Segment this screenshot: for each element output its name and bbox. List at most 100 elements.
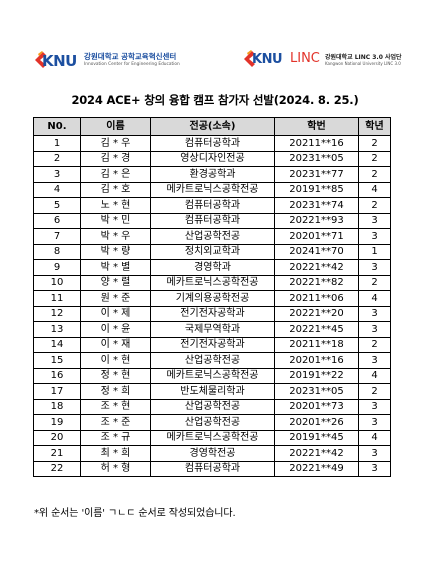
cell-year: 4	[358, 290, 391, 307]
column-header-student-id: 학번	[274, 117, 359, 136]
cell-major: 전기전자공학과	[150, 336, 275, 353]
cell-no: 7	[33, 228, 81, 245]
table-row: 12 이 * 제 전기전자공학과 20221**20 3	[33, 305, 391, 322]
cell-year: 3	[358, 414, 391, 431]
cell-major: 국제무역학과	[150, 321, 275, 338]
cell-year: 2	[358, 150, 391, 167]
center-logo-subtitle: Innovation Center for Engineering Educat…	[84, 62, 180, 67]
cell-year: 1	[358, 243, 391, 260]
cell-major: 기계의용공학전공	[150, 290, 275, 307]
cell-major: 경영학전공	[150, 445, 275, 462]
cell-student-id: 20211**18	[274, 336, 359, 353]
cell-name: 정 * 희	[80, 383, 151, 400]
cell-student-id: 20191**22	[274, 367, 359, 384]
cell-student-id: 20221**45	[274, 321, 359, 338]
cell-year: 4	[358, 367, 391, 384]
cell-major: 전기전자공학과	[150, 305, 275, 322]
cell-name: 김 * 우	[80, 135, 151, 152]
cell-name: 이 * 제	[80, 305, 151, 322]
cell-student-id: 20231**74	[274, 197, 359, 214]
cell-major: 산업공학전공	[150, 398, 275, 415]
cell-student-id: 20211**16	[274, 135, 359, 152]
cell-year: 2	[358, 135, 391, 152]
cell-major: 환경공학과	[150, 166, 275, 183]
cell-major: 메카트로닉스공학전공	[150, 274, 275, 291]
linc-logo: KNU LINC 강원대학교 LINC 3.0 사업단 Kangwon Nati…	[243, 46, 413, 76]
table-row: 16 정 * 현 메카트로닉스공학전공 20191**22 4	[33, 367, 391, 384]
cell-name: 노 * 현	[80, 197, 151, 214]
linc-logo-mark: KNU	[252, 52, 283, 67]
cell-no: 14	[33, 336, 81, 353]
cell-student-id: 20231**77	[274, 166, 359, 183]
cell-no: 13	[33, 321, 81, 338]
cell-no: 6	[33, 212, 81, 229]
cell-year: 3	[358, 259, 391, 276]
cell-no: 11	[33, 290, 81, 307]
table-row: 18 조 * 현 산업공학전공 20201**73 3	[33, 398, 391, 415]
table-row: 10 양 * 렬 메카트로닉스공학전공 20221**82 2	[33, 274, 391, 291]
cell-no: 21	[33, 445, 81, 462]
cell-year: 3	[358, 460, 391, 477]
cell-student-id: 20191**85	[274, 181, 359, 198]
cell-no: 8	[33, 243, 81, 260]
cell-no: 3	[33, 166, 81, 183]
cell-no: 18	[33, 398, 81, 415]
cell-name: 조 * 준	[80, 414, 151, 431]
table-row: 19 조 * 준 산업공학전공 20201**26 3	[33, 414, 391, 431]
cell-name: 박 * 민	[80, 212, 151, 229]
cell-name: 정 * 현	[80, 367, 151, 384]
cell-year: 3	[358, 228, 391, 245]
cell-year: 2	[358, 166, 391, 183]
cell-major: 산업공학전공	[150, 352, 275, 369]
cell-major: 컴퓨터공학과	[150, 460, 275, 477]
table-row: 15 이 * 현 산업공학전공 20201**16 3	[33, 352, 391, 369]
cell-student-id: 20231**05	[274, 150, 359, 167]
linc-logo-subtitle: Kangwon National University LINC 3.0	[325, 61, 401, 66]
center-logo: KNU 강원대학교 공학교육혁신센터 Innovation Center for…	[34, 46, 214, 76]
cell-year: 2	[358, 274, 391, 291]
cell-student-id: 20241**70	[274, 243, 359, 260]
cell-student-id: 20221**49	[274, 460, 359, 477]
cell-student-id: 20191**45	[274, 429, 359, 446]
cell-major: 정치외교학과	[150, 243, 275, 260]
cell-no: 15	[33, 352, 81, 369]
table-row: 11 원 * 준 기계의용공학전공 20211**06 4	[33, 290, 391, 307]
cell-student-id: 20201**16	[274, 352, 359, 369]
cell-name: 최 * 희	[80, 445, 151, 462]
linc-logo-word: LINC	[290, 51, 320, 66]
cell-year: 3	[358, 398, 391, 415]
cell-name: 이 * 현	[80, 352, 151, 369]
cell-major: 산업공학전공	[150, 228, 275, 245]
column-header-no: N0.	[33, 117, 81, 136]
cell-name: 조 * 현	[80, 398, 151, 415]
cell-student-id: 20221**82	[274, 274, 359, 291]
column-header-major: 전공(소속)	[150, 117, 275, 136]
cell-student-id: 20221**42	[274, 259, 359, 276]
cell-year: 4	[358, 181, 391, 198]
cell-name: 김 * 경	[80, 150, 151, 167]
cell-student-id: 20231**05	[274, 383, 359, 400]
cell-year: 2	[358, 336, 391, 353]
cell-student-id: 20201**26	[274, 414, 359, 431]
cell-major: 영상디자인전공	[150, 150, 275, 167]
cell-name: 양 * 렬	[80, 274, 151, 291]
cell-no: 2	[33, 150, 81, 167]
cell-no: 22	[33, 460, 81, 477]
cell-no: 12	[33, 305, 81, 322]
cell-name: 원 * 준	[80, 290, 151, 307]
table-row: 21 최 * 희 경영학전공 20221**42 3	[33, 445, 391, 462]
cell-student-id: 20221**42	[274, 445, 359, 462]
cell-year: 2	[358, 383, 391, 400]
table-header-row: N0. 이름 전공(소속) 학번 학년	[33, 117, 391, 136]
cell-year: 2	[358, 197, 391, 214]
cell-major: 컴퓨터공학과	[150, 135, 275, 152]
column-header-name: 이름	[80, 117, 151, 136]
